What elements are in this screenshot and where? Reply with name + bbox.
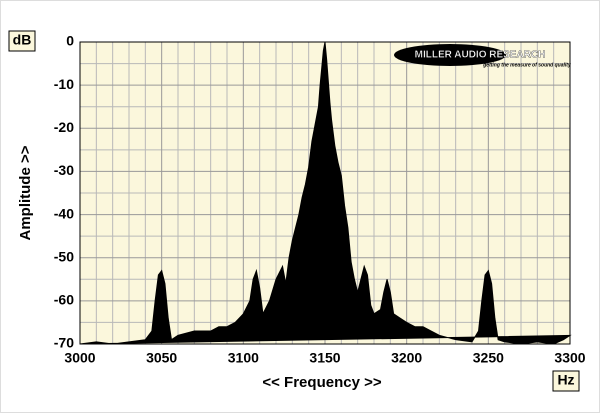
x-unit: Hz (557, 372, 574, 388)
y-tick-label: -10 (54, 76, 74, 92)
unit-box (8, 30, 36, 52)
y-tick-label: -50 (54, 248, 74, 264)
y-unit: dB (13, 32, 32, 48)
y-tick-label: -30 (54, 162, 74, 178)
y-tick-label: 0 (66, 33, 74, 49)
x-tick-label: 3100 (228, 350, 259, 366)
unit-box (552, 370, 580, 392)
x-tick-label: 3000 (64, 350, 95, 366)
x-tick-label: 3050 (146, 350, 177, 366)
logo-tagline: getting the measure of sound quality (482, 62, 571, 68)
x-tick-label: 3250 (473, 350, 504, 366)
logo-text: MILLER AUDIO RESEARCH (415, 50, 546, 61)
y-tick-label: -40 (54, 205, 74, 221)
spectrum (79, 41, 572, 345)
logo-shape (394, 44, 506, 66)
logo: MILLER AUDIO RESEARCH getting the measur… (394, 44, 571, 68)
x-tick-label: 3300 (554, 350, 585, 366)
plot-border (79, 41, 571, 345)
y-tick-label: -20 (54, 119, 74, 135)
y-tick-label: -70 (54, 335, 74, 351)
y-tick-label: -60 (54, 292, 74, 308)
x-tick-label: 3150 (309, 350, 340, 366)
x-axis-label: << Frequency >> (262, 374, 381, 391)
x-tick-label: 3200 (391, 350, 422, 366)
y-axis-label: Amplitude >> (17, 145, 34, 240)
